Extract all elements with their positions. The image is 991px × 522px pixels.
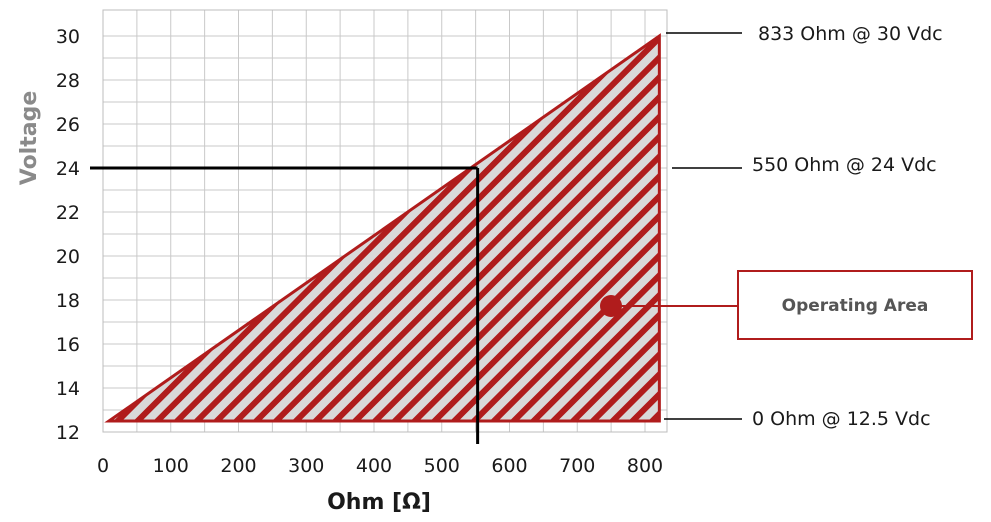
reference-lines — [90, 166, 480, 444]
x-tick-label: 300 — [288, 455, 324, 477]
y-tick-label: 24 — [56, 158, 80, 180]
y-tick-label: 16 — [56, 334, 80, 356]
y-tick-label: 26 — [56, 114, 80, 136]
y-tick-label: 30 — [56, 26, 80, 48]
x-tick-label: 100 — [153, 455, 189, 477]
y-tick-label: 22 — [56, 202, 80, 224]
x-tick-label: 800 — [627, 455, 663, 477]
operating-area-region — [104, 33, 661, 423]
operating-area-label: Operating Area — [782, 296, 929, 316]
y-tick-label: 20 — [56, 246, 80, 268]
x-tick-label: 400 — [356, 455, 392, 477]
callout-label: 0 Ohm @ 12.5 Vdc — [752, 408, 931, 430]
y-axis-title: Voltage — [17, 91, 42, 186]
callout-label: 833 Ohm @ 30 Vdc — [758, 23, 943, 45]
operating-area-marker — [600, 295, 622, 317]
y-tick-label: 28 — [56, 70, 80, 92]
x-axis-title: Ohm [Ω] — [327, 490, 431, 515]
x-tick-label: 200 — [220, 455, 256, 477]
callouts: 833 Ohm @ 30 Vdc 550 Ohm @ 24 Vdc 0 Ohm @ … — [600, 23, 973, 430]
x-tick-label: 700 — [559, 455, 595, 477]
y-tick-label: 12 — [56, 422, 80, 444]
operating-area-label-box — [737, 270, 973, 340]
callout-label: 550 Ohm @ 24 Vdc — [752, 154, 937, 176]
plot-border — [102, 9, 668, 433]
x-tick-label: 500 — [424, 455, 460, 477]
operating-area-triangle — [104, 33, 661, 423]
x-tick-label: 600 — [491, 455, 527, 477]
y-tick-label: 18 — [56, 290, 80, 312]
x-tick-label: 0 — [97, 455, 109, 477]
y-tick-label: 14 — [56, 378, 80, 400]
